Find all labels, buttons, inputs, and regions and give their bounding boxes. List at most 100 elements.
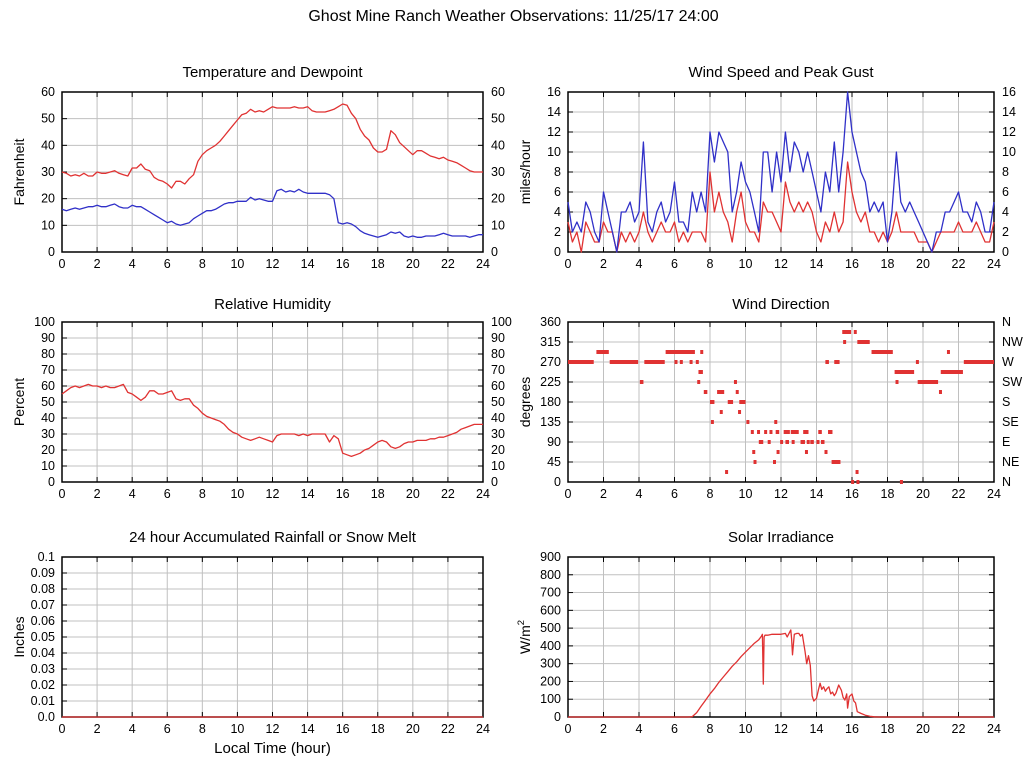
x-tick-label: 22 [952,487,966,501]
x-tick-label: 4 [636,487,643,501]
y-tick-label-right: 40 [491,411,505,425]
y-tick-label: 500 [540,621,561,635]
solar-irradiance-plot: 0 2 4 6 8 10 12 14 16 18 20 22 240100200300400500600… [516,529,1001,736]
series-temperature-line [61,103,483,189]
y-tick-label-right: 16 [1002,85,1016,99]
y-tick-label: 20 [41,443,55,457]
x-tick-label: 14 [301,722,315,736]
series-irradiance-line [568,629,994,718]
chart-title: 24 hour Accumulated Rainfall or Snow Mel… [129,529,417,546]
y-tick-label: 0 [554,475,561,489]
x-tick-label: 20 [406,257,420,271]
x-tick-label: 18 [881,257,895,271]
y-tick-label: 70 [41,363,55,377]
x-tick-label: 4 [129,487,136,501]
x-tick-label: 22 [441,487,455,501]
y-tick-label: 0.04 [31,646,55,660]
x-tick-label: 16 [845,257,859,271]
y-tick-label: 200 [540,674,561,688]
y-tick-label: 135 [540,415,561,429]
chart-title: Relative Humidity [214,296,331,313]
y-tick-label-right: 50 [491,395,505,409]
y-tick-label: 0.01 [31,694,55,708]
y-tick-label: 16 [547,85,561,99]
y-tick-label: 10 [41,218,55,232]
x-tick-label: 10 [739,257,753,271]
y-tick-label: 30 [41,427,55,441]
y-tick-label: 300 [540,657,561,671]
y-tick-label: 270 [540,355,561,369]
x-tick-label: 22 [441,257,455,271]
x-tick-label: 6 [671,722,678,736]
series-peak-gust-line [567,91,995,253]
x-tick-label: 0 [565,487,572,501]
x-tick-label: 16 [845,487,859,501]
y-tick-label-right: 0 [491,245,498,259]
x-tick-label: 12 [266,722,280,736]
y-axis-title: W/m2 [516,620,533,654]
x-tick-label: 14 [810,257,824,271]
x-tick-label: 8 [199,487,206,501]
x-tick-label: 16 [845,722,859,736]
x-tick-label: 10 [230,722,244,736]
y-tick-label-right: 60 [491,85,505,99]
y-tick-label: 50 [41,112,55,126]
y-tick-label-right: 70 [491,363,505,377]
x-tick-label: 24 [987,487,1001,501]
x-tick-label: 0 [59,487,66,501]
y-tick-label: 700 [540,586,561,600]
y-tick-label: 100 [540,692,561,706]
y-tick-label: 0.03 [31,662,55,676]
y-tick-label: 0.02 [31,678,55,692]
chart-title: Solar Irradiance [728,529,834,546]
x-tick-label: 8 [199,722,206,736]
x-tick-label: 2 [94,257,101,271]
y-tick-label-right: 10 [491,218,505,232]
x-tick-label: 12 [266,257,280,271]
x-tick-label: 24 [476,487,490,501]
x-axis-title: Local Time (hour) [214,740,331,757]
y-tick-label-right: 100 [491,315,512,329]
x-tick-label: 10 [230,487,244,501]
x-tick-label: 0 [565,722,572,736]
x-tick-label: 4 [636,257,643,271]
x-tick-label: 12 [774,257,788,271]
x-tick-label: 0 [565,257,572,271]
y-tick-label: 10 [547,145,561,159]
x-tick-label: 6 [164,722,171,736]
y-tick-label-right: 60 [491,379,505,393]
rainfall-plot: 0 2 4 6 8 10 12 14 16 18 20 22 240.00.010.020.030.04… [11,529,490,757]
y-tick-label: 0 [48,245,55,259]
chart-title: Wind Direction [732,296,830,313]
y-tick-label-right: 12 [1002,125,1016,139]
y-tick-label: 0.09 [31,566,55,580]
y-tick-label: 360 [540,315,561,329]
y-tick-label: 30 [41,165,55,179]
y-tick-label: 2 [554,225,561,239]
y-tick-label-right: 80 [491,347,505,361]
x-tick-label: 8 [707,487,714,501]
chart-rainfall: 0 2 4 6 8 10 12 14 16 18 20 22 24 0.0 0.01 0.02 0.03 0.04… [0,520,513,772]
x-tick-label: 0 [59,722,66,736]
y-tick-label-right: NW [1002,335,1023,349]
y-tick-label: 8 [554,165,561,179]
x-tick-label: 16 [336,257,350,271]
x-tick-label: 10 [739,487,753,501]
x-tick-label: 2 [600,257,607,271]
x-tick-label: 24 [476,257,490,271]
y-tick-label-right: 14 [1002,105,1016,119]
y-tick-label-right: N [1002,315,1011,329]
x-tick-label: 12 [774,487,788,501]
y-tick-label: 60 [41,85,55,99]
y-tick-label: 12 [547,125,561,139]
series-dewpoint-line [61,188,483,238]
y-tick-label-right: E [1002,435,1010,449]
y-tick-label: 80 [41,347,55,361]
x-tick-label: 24 [987,257,1001,271]
y-tick-label-right: 50 [491,112,505,126]
y-tick-label: 0 [554,710,561,724]
x-tick-label: 12 [266,487,280,501]
